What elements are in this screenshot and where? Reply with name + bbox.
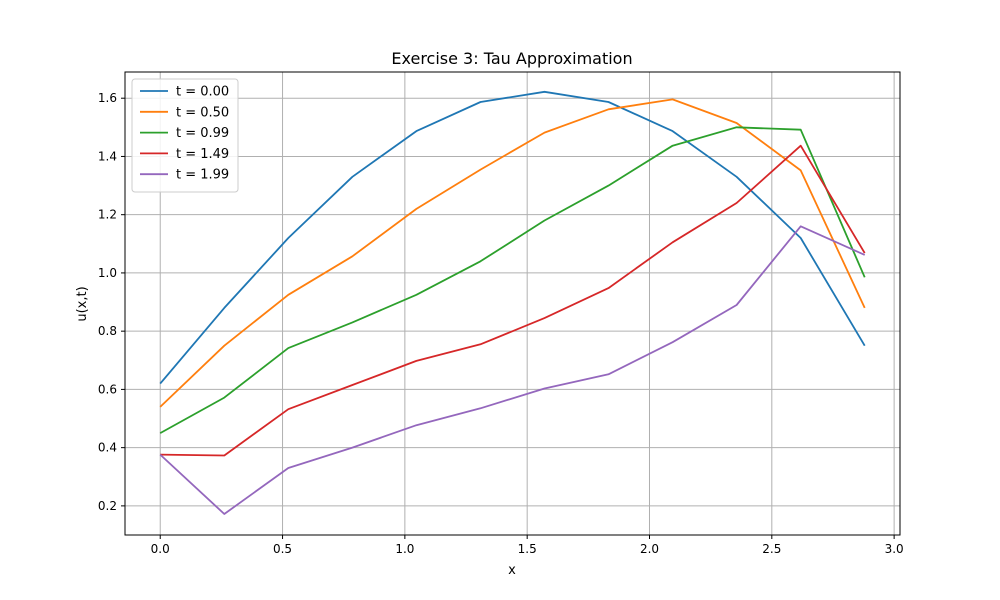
y-tick-label: 0.2 [98,499,117,513]
legend-label: t = 0.99 [176,126,229,141]
x-tick-label: 2.5 [762,542,781,556]
grid [125,72,900,535]
legend-label: t = 0.00 [176,85,229,100]
series-line-3 [160,144,866,457]
x-tick-label: 1.0 [395,542,414,556]
x-tick-label: 0.0 [151,542,170,556]
plot-frame [124,71,901,536]
y-tick-label: 0.6 [98,382,117,396]
legend-box [131,78,239,193]
x-tick-label: 2.0 [640,542,659,556]
y-tick-label: 1.6 [98,91,117,105]
y-tick-label: 1.2 [98,208,117,222]
y-tick-label: 1.4 [98,149,117,163]
series-line-0 [159,90,866,385]
series-layer [159,90,866,515]
y-ticks: 0.2 0.4 0.6 0.8 1.0 1.2 1.4 1.6 [98,91,125,513]
y-tick-label: 0.8 [98,324,117,338]
x-ticks: 0.0 0.5 1.0 1.5 2.0 2.5 3.0 [151,535,904,556]
legend: t = 0.00 t = 0.50 t = 0.99 t = 1.49 t = 1.99 [131,78,239,193]
y-axis-label: u(x,t) [75,286,90,321]
y-tick-label: 1.0 [98,266,117,280]
y-tick-label: 0.4 [98,441,117,455]
x-axis-label: x [508,563,516,578]
series-line-2 [159,126,866,434]
legend-label: t = 1.99 [176,168,229,183]
series-line-4 [159,225,866,515]
x-tick-label: 0.5 [273,542,292,556]
x-tick-label: 3.0 [885,542,904,556]
legend-label: t = 1.49 [176,147,229,162]
chart-title: Exercise 3: Tau Approximation [391,49,632,68]
legend-label: t = 0.50 [176,105,229,120]
series-line-1 [159,98,866,408]
x-tick-label: 1.5 [518,542,537,556]
